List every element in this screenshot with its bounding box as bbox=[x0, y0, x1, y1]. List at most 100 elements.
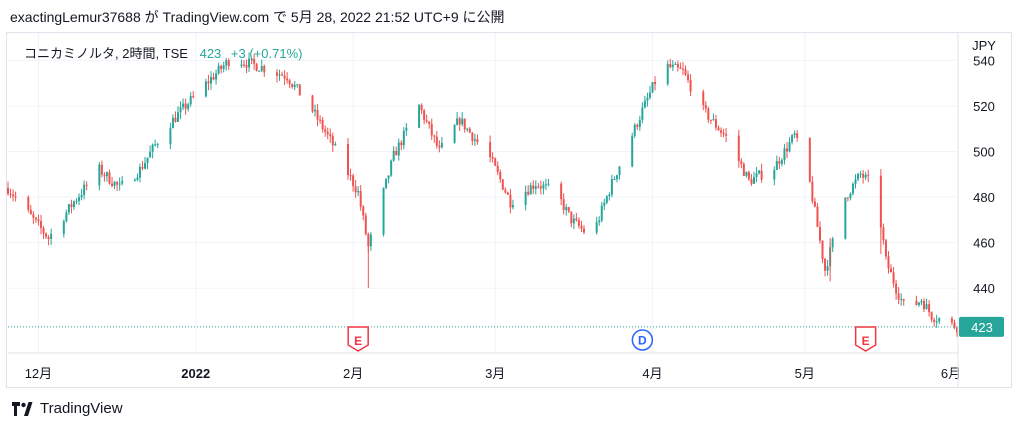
y-tick-label: 500 bbox=[973, 144, 995, 159]
candle-body bbox=[405, 127, 408, 131]
candle-body bbox=[598, 220, 601, 223]
candle-body bbox=[245, 64, 248, 68]
event-letter: E bbox=[354, 334, 362, 348]
y-tick-label: 460 bbox=[973, 236, 995, 251]
candle-body bbox=[473, 139, 476, 141]
candle-body bbox=[542, 184, 545, 189]
candle-body bbox=[397, 142, 400, 156]
candle-body bbox=[440, 142, 443, 148]
y-tick-label: 440 bbox=[973, 281, 995, 296]
candle-body bbox=[72, 201, 75, 208]
candle-body bbox=[499, 171, 502, 180]
candle-body bbox=[745, 172, 748, 176]
x-tick-label: 3月 bbox=[485, 366, 505, 381]
candle-body bbox=[283, 75, 286, 79]
candle-body bbox=[171, 117, 174, 129]
candle-body bbox=[184, 103, 187, 109]
candle-body bbox=[867, 174, 870, 176]
candle-body bbox=[395, 150, 398, 156]
candle-body bbox=[37, 219, 40, 222]
currency-label: JPY bbox=[972, 38, 996, 53]
candle-body bbox=[646, 97, 649, 101]
earnings-event-icon bbox=[347, 326, 369, 352]
candle-body bbox=[334, 144, 337, 146]
candle-body bbox=[32, 214, 35, 218]
candle-body bbox=[326, 131, 329, 135]
candle-body bbox=[433, 135, 436, 137]
candle-body bbox=[293, 84, 296, 87]
candle-body bbox=[321, 119, 324, 130]
candle-body bbox=[547, 183, 550, 185]
tradingview-footer[interactable]: TradingView bbox=[12, 400, 123, 417]
candle-body bbox=[755, 173, 758, 177]
candle-body bbox=[209, 77, 212, 84]
candle-body bbox=[463, 118, 466, 130]
candle-body bbox=[220, 65, 223, 69]
candle-body bbox=[34, 217, 37, 220]
candle-body bbox=[884, 240, 887, 257]
candle-body bbox=[12, 194, 15, 197]
candle-body bbox=[582, 228, 585, 233]
candle-body bbox=[42, 228, 45, 234]
candle-body bbox=[902, 299, 905, 301]
candle-body bbox=[468, 128, 471, 133]
candle-body bbox=[895, 283, 898, 294]
candle-body bbox=[248, 58, 251, 68]
candle-body bbox=[704, 105, 707, 109]
candle-body bbox=[633, 124, 636, 136]
candle-body bbox=[329, 134, 332, 136]
candle-body bbox=[923, 301, 926, 310]
candle-body bbox=[854, 179, 857, 184]
x-tick-label: 2月 bbox=[343, 366, 363, 381]
candle-body bbox=[62, 221, 65, 234]
candle-body bbox=[747, 172, 750, 180]
candle-body bbox=[364, 215, 367, 235]
candle-body bbox=[821, 240, 824, 259]
candle-body bbox=[753, 176, 756, 184]
candle-body bbox=[98, 164, 101, 186]
symbol-name: コニカミノルタ, 2時間, TSE bbox=[24, 46, 188, 61]
candle-body bbox=[298, 84, 301, 96]
candle-body bbox=[725, 134, 728, 136]
candle-body bbox=[359, 190, 362, 207]
candle-body bbox=[50, 233, 53, 239]
candle-body bbox=[796, 133, 799, 138]
candle-body bbox=[849, 193, 852, 198]
candle-body bbox=[382, 188, 385, 235]
candle-body bbox=[720, 130, 723, 133]
candle-body bbox=[669, 64, 672, 68]
candle-body bbox=[750, 179, 753, 184]
candle-body bbox=[461, 118, 464, 125]
candle-body bbox=[369, 234, 372, 247]
candle-body bbox=[882, 227, 885, 241]
candle-body bbox=[458, 118, 461, 125]
candle-body bbox=[174, 117, 177, 122]
candle-body bbox=[105, 172, 108, 177]
candle-body bbox=[717, 127, 720, 131]
candle-body bbox=[324, 129, 327, 132]
candle-body bbox=[215, 73, 218, 80]
candle-body bbox=[146, 157, 149, 163]
candle-body bbox=[737, 135, 740, 162]
candle-body bbox=[85, 184, 88, 186]
candle-body bbox=[179, 107, 182, 113]
candle-body bbox=[887, 256, 890, 269]
candle-body bbox=[204, 81, 207, 97]
candle-body bbox=[207, 81, 210, 84]
candle-body bbox=[603, 202, 606, 206]
candle-body bbox=[491, 157, 494, 159]
y-tick-label: 540 bbox=[973, 53, 995, 68]
candle-body bbox=[897, 293, 900, 300]
candle-body bbox=[138, 166, 141, 178]
candle-body bbox=[687, 74, 690, 80]
candle-body bbox=[651, 82, 654, 93]
candle-body bbox=[846, 197, 849, 199]
candle-body bbox=[504, 189, 507, 193]
candle-body bbox=[808, 137, 811, 182]
candle-body bbox=[494, 158, 497, 166]
legend-change: +3 (+0.71%) bbox=[230, 46, 303, 61]
candle-body bbox=[933, 319, 936, 322]
candle-body bbox=[316, 109, 319, 120]
candle-body bbox=[151, 144, 154, 152]
